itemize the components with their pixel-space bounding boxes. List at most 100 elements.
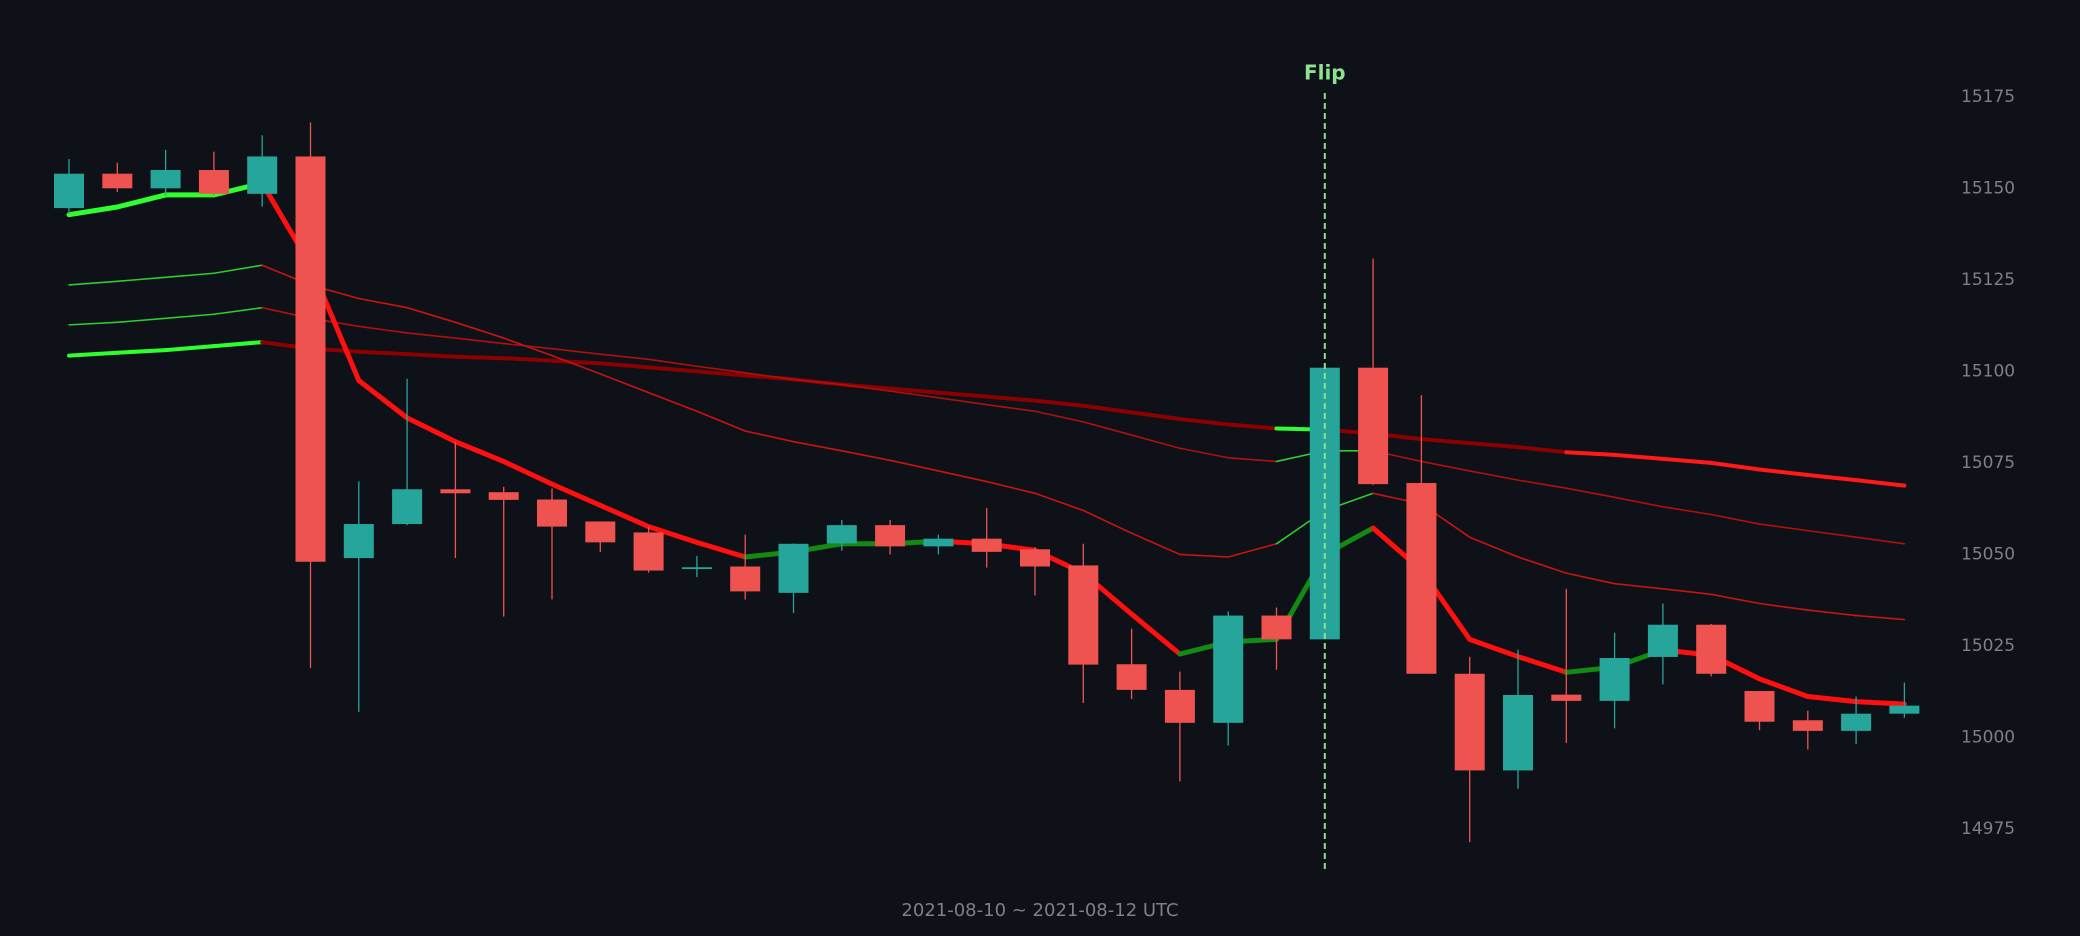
- ribbon-segment: [116, 276, 167, 283]
- ribbon-segment: [115, 348, 168, 355]
- candle-body: [826, 525, 857, 544]
- ribbon-segment: [1853, 699, 1907, 707]
- y-tick-label: 15100: [1961, 361, 2015, 381]
- candle-body: [440, 489, 471, 494]
- ribbon-segment: [840, 383, 891, 392]
- ribbon-segment: [68, 321, 119, 326]
- ribbon-segment: [888, 386, 941, 395]
- ribbon-segment: [1420, 460, 1471, 472]
- ribbon-segment: [744, 372, 795, 381]
- y-tick-label: 15000: [1961, 727, 2015, 747]
- candle-body: [633, 532, 664, 571]
- ribbon-segment: [1082, 421, 1133, 436]
- ribbon-segment: [454, 337, 505, 345]
- candle-body: [585, 521, 616, 543]
- ribbon-segment: [551, 354, 602, 375]
- ribbon-segment: [1517, 479, 1568, 489]
- ribbon-segment: [1227, 456, 1278, 463]
- ribbon-segment: [1130, 532, 1181, 556]
- ribbon-segment: [1564, 450, 1617, 457]
- ribbon-segment: [599, 353, 650, 361]
- ribbon-segment: [889, 459, 940, 472]
- ribbon-segment: [1660, 456, 1714, 465]
- ribbon-segment: [502, 337, 553, 357]
- ribbon-segment: [1129, 410, 1182, 421]
- ribbon-segment: [1034, 492, 1085, 512]
- ribbon-segment: [452, 439, 507, 464]
- ribbon-segment: [1613, 582, 1664, 590]
- y-tick-label: 15150: [1961, 178, 2015, 198]
- ribbon-segment: [792, 440, 843, 452]
- candle-body: [1551, 694, 1582, 701]
- y-tick-label: 15025: [1961, 636, 2015, 656]
- candle-body: [971, 538, 1002, 552]
- ribbon-segment: [1807, 609, 1857, 617]
- ribbon-segment: [1855, 536, 1906, 545]
- ribbon-segment: [1758, 523, 1809, 532]
- candle-body: [198, 170, 229, 194]
- ribbon-segment: [1515, 654, 1569, 675]
- ribbon-segment: [840, 450, 891, 462]
- candle-body: [1792, 720, 1823, 731]
- ribbon-segment: [1757, 676, 1811, 699]
- candle-body: [1020, 549, 1050, 567]
- ribbon-segment: [356, 378, 410, 421]
- ribbon-segment: [1467, 441, 1520, 450]
- ribbon-segment: [696, 410, 747, 432]
- ribbon-segment: [936, 390, 989, 399]
- ribbon-segment: [744, 430, 795, 443]
- ribbon-segment: [67, 350, 120, 358]
- ribbon-segment: [213, 264, 264, 275]
- ribbon-segment: [1710, 513, 1761, 525]
- ribbon-segment: [454, 321, 505, 339]
- candle-body: [730, 566, 761, 592]
- ribbon-segment: [211, 340, 265, 349]
- ribbon-segment: [1855, 614, 1906, 621]
- candle-body: [1744, 690, 1775, 722]
- ribbon-segment: [937, 470, 988, 483]
- candle-body: [537, 499, 567, 527]
- ribbon-segment: [501, 458, 555, 487]
- ribbon-segment: [357, 325, 408, 334]
- ribbon-segment: [1662, 588, 1712, 596]
- ribbon-segment: [213, 306, 264, 316]
- ribbon-segment: [1565, 487, 1616, 499]
- ribbon-segment: [1565, 572, 1616, 585]
- candle-body: [1841, 713, 1872, 731]
- ribbon-segment: [356, 349, 410, 357]
- ribbon-segment: [66, 204, 120, 218]
- ribbon-segment: [792, 378, 843, 386]
- ribbon-segment: [1854, 478, 1907, 488]
- ribbon-segment: [597, 502, 652, 530]
- ribbon-segment: [647, 358, 698, 368]
- ribbon-segment: [1130, 434, 1181, 450]
- ribbon-segment: [985, 480, 1036, 495]
- candle-body: [247, 156, 278, 194]
- candle-body: [1696, 624, 1727, 674]
- candle-body: [1068, 565, 1099, 665]
- ribbon-segment: [1662, 506, 1712, 516]
- y-tick-label: 15175: [1961, 87, 2015, 107]
- ribbon-segment: [1179, 447, 1229, 459]
- candle-body: [681, 567, 712, 570]
- candle-body: [150, 170, 181, 189]
- ribbon-segment: [1082, 509, 1133, 534]
- candle-body: [54, 173, 84, 209]
- ribbon-segment: [406, 306, 457, 324]
- ribbon-segment: [453, 354, 506, 361]
- ribbon-segment: [646, 524, 700, 545]
- candle-body: [778, 543, 809, 593]
- ribbon-segment: [405, 352, 458, 359]
- ribbon-segment: [1613, 496, 1664, 508]
- ribbon-segment: [549, 481, 603, 508]
- ribbon-segment: [357, 297, 408, 309]
- ribbon-segment: [1179, 553, 1229, 558]
- ribbon-segment: [114, 192, 169, 210]
- ribbon-segment: [551, 347, 602, 355]
- candle-body: [1454, 673, 1485, 771]
- ribbon-segment: [647, 391, 698, 413]
- candle-body: [392, 489, 423, 525]
- ribbon-segment: [937, 396, 988, 406]
